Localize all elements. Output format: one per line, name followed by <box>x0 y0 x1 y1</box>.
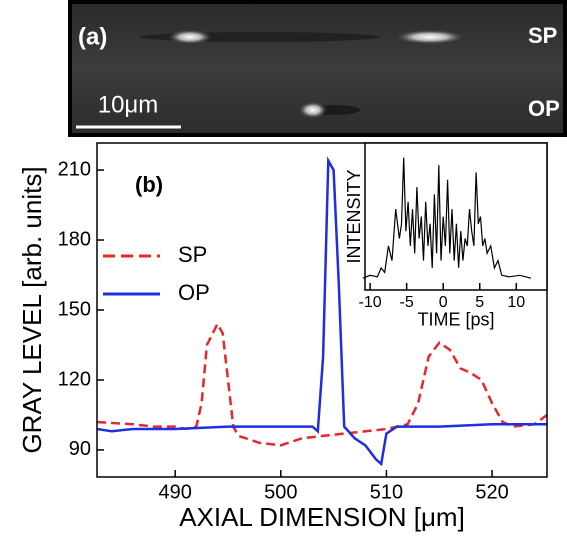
y-axis-title: GRAY LEVEL [arb. units] <box>17 166 47 453</box>
y-tick-label: 90 <box>69 438 91 460</box>
y-tick-label: 150 <box>58 298 91 320</box>
x-axis-title: TIME [ps] <box>417 310 494 330</box>
x-tick-label: 490 <box>158 481 191 503</box>
x-tick-label: 510 <box>370 481 403 503</box>
inset-background <box>365 143 547 290</box>
y-tick-label: 180 <box>58 228 91 250</box>
data-line <box>96 156 547 467</box>
x-tick-label: 10 <box>507 294 525 311</box>
x-tick-label: -5 <box>400 294 414 311</box>
image-panel: (a) SP OP 10μm <box>68 0 567 137</box>
x-tick-label: 5 <box>475 294 484 311</box>
blob <box>299 102 327 118</box>
blob <box>396 30 464 44</box>
row-label: OP <box>528 96 560 121</box>
y-axis-title: INTENSITY <box>344 169 364 263</box>
x-tick-label: 520 <box>475 481 508 503</box>
data-line <box>362 157 532 279</box>
x-tick-label: 0 <box>439 294 448 311</box>
axes-frame <box>96 142 548 478</box>
data-line <box>96 321 548 447</box>
blob <box>168 30 212 44</box>
panel-label: (a) <box>78 23 107 50</box>
y-tick-label: 210 <box>58 158 91 180</box>
legend-label: SP <box>178 242 207 267</box>
legend-label: OP <box>178 280 210 305</box>
panel-label: (b) <box>135 172 163 197</box>
scale-bar-label: 10μm <box>98 91 159 118</box>
x-axis-title: AXIAL DIMENSION [μm] <box>179 502 465 532</box>
x-tick-label: -10 <box>359 294 382 311</box>
row-label: SP <box>528 23 557 48</box>
x-tick-label: 500 <box>264 481 297 503</box>
y-tick-label: 120 <box>58 368 91 390</box>
axes-frame <box>364 142 548 291</box>
